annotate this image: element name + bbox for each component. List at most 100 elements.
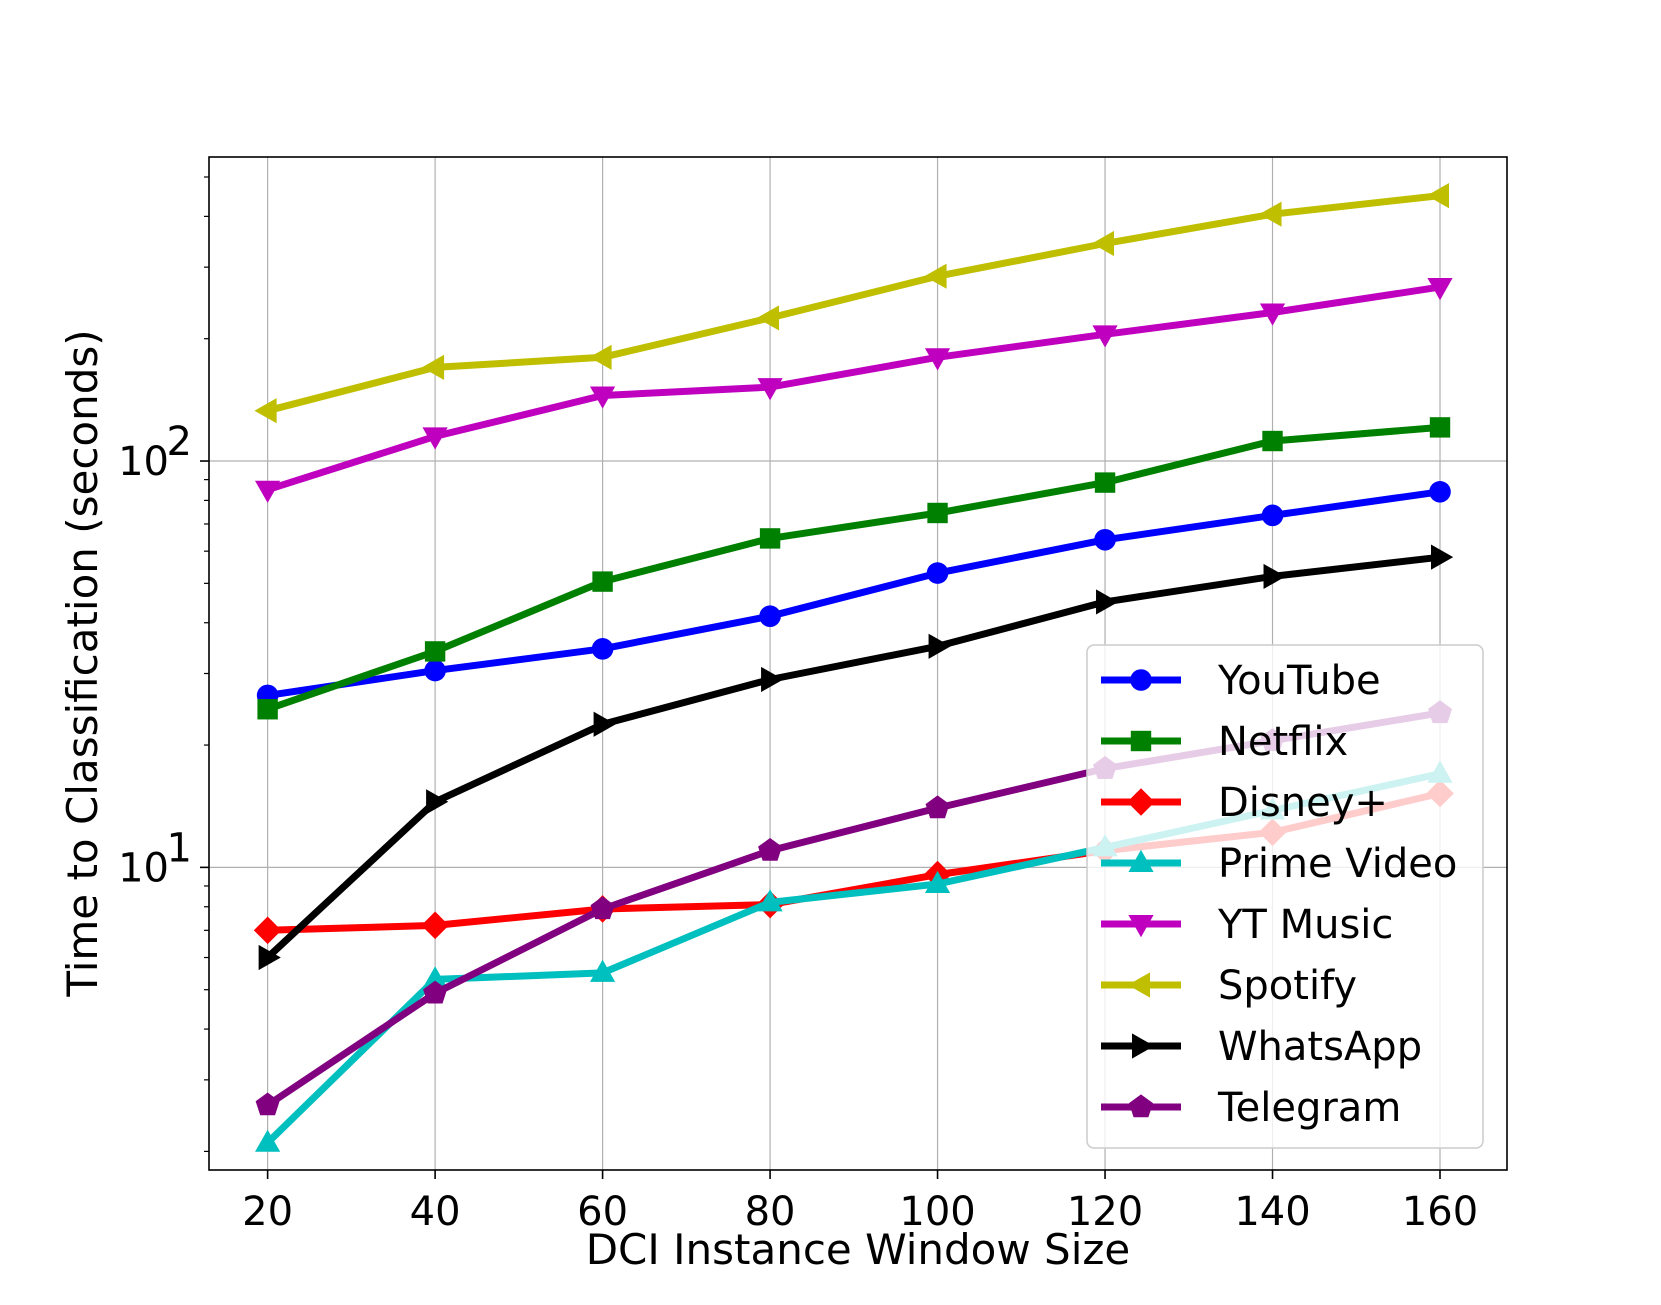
data-point [592,571,613,592]
x-tick-label: 60 [577,1189,628,1235]
legend-label: YouTube [1217,658,1381,704]
data-point [255,1129,281,1152]
data-point [591,638,614,660]
legend-entry: Netflix [1101,719,1348,765]
x-tick-label: 40 [410,1189,461,1235]
legend-entry: Telegram [1101,1085,1401,1131]
data-point [423,980,448,1004]
series-netflix [257,417,1451,720]
legend-label: Prime Video [1218,841,1457,887]
x-tick-label: 20 [242,1189,293,1235]
data-point [1431,544,1454,570]
data-point [589,344,612,370]
data-point [422,966,448,989]
plot-frame [208,156,1508,1171]
legend-entry: YouTube [1101,658,1381,704]
legend-marker [1132,1033,1155,1059]
data-point [1092,325,1118,348]
data-point [757,378,783,401]
data-point [1429,480,1451,503]
data-point [1429,417,1451,438]
x-tick-label: 80 [745,1189,796,1235]
data-point [927,502,948,524]
data-point [424,659,446,682]
legend-label: YT Music [1217,902,1393,948]
data-point [1094,528,1116,551]
legend-marker [1128,849,1154,872]
legend: YouTube Netflix Disney+ Prime Video YT Music… [1086,644,1484,1149]
data-point [255,480,281,503]
series-line [267,488,1441,699]
data-point [1261,504,1284,527]
legend-entry: Disney+ [1101,780,1388,826]
legend-label: Netflix [1218,719,1348,765]
data-point [926,562,949,584]
legend-label: WhatsApp [1218,1024,1422,1070]
legend-marker [1128,915,1154,938]
data-point [757,889,783,912]
data-point [253,916,282,945]
legend-marker [1127,788,1155,816]
data-point [426,789,449,815]
x-tick-label: 140 [1234,1189,1310,1235]
data-point [759,528,781,549]
x-axis-label: DCI Instance Window Size [586,1225,1131,1274]
legend-entry: YT Music [1101,902,1393,948]
legend-entry: Prime Video [1101,841,1457,887]
data-point [758,837,783,861]
data-point [756,305,780,331]
y-axis-label: Time to Classification (seconds) [58,329,107,997]
series-line [266,423,1441,713]
legend-marker [1130,730,1152,752]
data-point [761,666,784,693]
data-point [422,427,448,450]
y-tick-label-exponent: 2 [167,419,192,465]
series-yt-music [255,278,1453,503]
axis-ticks [200,176,1441,1179]
series-spotify [254,182,1450,424]
data-point [589,386,616,409]
data-point [1259,201,1282,227]
data-point [1091,230,1115,257]
x-tick-label: 160 [1402,1189,1478,1235]
data-point [593,711,616,737]
legend-marker [1127,972,1150,998]
x-tick-label: 120 [1067,1189,1143,1235]
data-point [924,870,951,894]
series-line [266,192,1441,415]
legend-marker [1130,669,1152,691]
data-point [1259,303,1286,326]
data-point [255,1092,280,1116]
data-point [928,633,951,659]
series-whatsapp [258,544,1454,971]
legend-box [1086,644,1484,1149]
data-point [1096,589,1119,615]
data-point [590,896,615,920]
data-point [421,911,449,940]
data-point [924,263,947,289]
x-tick-label: 100 [899,1189,975,1235]
data-point [1262,430,1283,452]
data-point [759,605,781,628]
legend-entry: Spotify [1101,963,1357,1009]
y-tick-label: 10 [118,439,169,485]
data-point [1094,472,1116,493]
data-point [925,795,950,819]
legend-label: Spotify [1218,963,1357,1009]
data-point [589,959,616,982]
legend-entry: WhatsApp [1101,1024,1422,1070]
data-point [924,348,951,371]
data-point [424,641,446,662]
series-line [266,283,1441,494]
y-tick-label-exponent: 1 [167,825,192,871]
data-point [1426,182,1450,209]
legend-label: Disney+ [1218,780,1388,826]
data-point [257,699,278,720]
data-point [421,354,445,380]
data-point [1263,563,1286,590]
y-tick-label: 10 [118,845,169,891]
data-point [254,398,277,424]
series-line [265,553,1441,961]
